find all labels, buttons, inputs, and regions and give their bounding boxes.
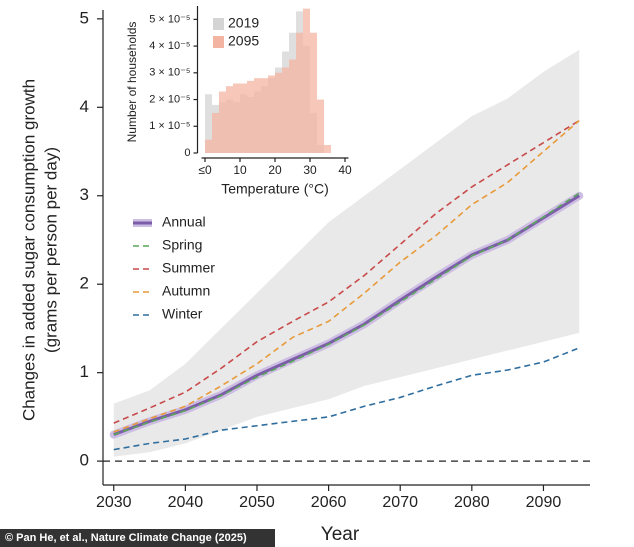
x-tick-label: 20 bbox=[268, 163, 282, 177]
legend-label: Autumn bbox=[162, 283, 210, 299]
x-tick-label: 2070 bbox=[382, 494, 418, 511]
y-tick-label: 0 bbox=[80, 451, 89, 470]
legend-label: 2095 bbox=[228, 33, 259, 49]
legend-swatch bbox=[213, 18, 224, 30]
credit-background bbox=[0, 529, 275, 547]
line bbox=[113, 192, 580, 436]
y-axis-label: (grams per person per day) bbox=[41, 147, 60, 353]
histogram-bar bbox=[282, 67, 289, 153]
y-axis-label: Number of households bbox=[125, 22, 139, 143]
histogram-bar bbox=[212, 112, 219, 153]
x-tick-label: 10 bbox=[233, 163, 247, 177]
histogram-bar bbox=[268, 75, 275, 153]
y-tick-label: 3 bbox=[80, 185, 89, 204]
legend-swatch bbox=[213, 36, 224, 48]
inset-chart: 2019 2095 ≤0 10 20 30 40 0 1 × 10⁻⁵ 2 × 10⁻⁵ 3 × 1… bbox=[125, 6, 352, 197]
x-tick-label: 2090 bbox=[526, 494, 562, 511]
histogram-bar bbox=[247, 80, 254, 153]
y-tick-label: 5 × 10⁻⁵ bbox=[149, 13, 190, 25]
x-tick-label: 30 bbox=[303, 163, 317, 177]
x-tick-label: 2030 bbox=[96, 494, 132, 511]
y-tick-label: 4 bbox=[80, 97, 89, 116]
histogram-bar bbox=[261, 78, 268, 153]
histogram-bar bbox=[219, 91, 226, 153]
x-tick-label: 2080 bbox=[454, 494, 490, 511]
histogram-bar bbox=[303, 8, 310, 153]
legend-label: Winter bbox=[162, 306, 203, 322]
histogram-bar bbox=[296, 32, 303, 153]
histogram-bar bbox=[289, 59, 296, 153]
y-tick-label: 2 × 10⁻⁵ bbox=[149, 93, 190, 105]
histogram-bar bbox=[240, 83, 247, 153]
line bbox=[113, 119, 580, 424]
histogram-bar bbox=[254, 78, 261, 153]
y-tick-label: 0 bbox=[184, 147, 190, 159]
legend-label: Summer bbox=[162, 260, 215, 276]
histogram-bar bbox=[324, 144, 331, 153]
histogram-bar bbox=[310, 32, 317, 153]
y-axis-label: Changes in added sugar consumption growt… bbox=[19, 79, 38, 421]
x-axis-label: Year bbox=[321, 524, 360, 545]
histogram-bar bbox=[226, 86, 233, 153]
legend-label: 2019 bbox=[228, 15, 259, 31]
x-tick-label: ≤0 bbox=[198, 163, 212, 177]
credit: © Pan He, et al., Nature Climate Change … bbox=[5, 532, 247, 544]
legend-label: Spring bbox=[162, 237, 202, 253]
y-tick-label: 2 bbox=[80, 274, 89, 293]
legend-label: Annual bbox=[162, 214, 206, 230]
y-tick-label: 3 × 10⁻⁵ bbox=[149, 67, 190, 79]
line bbox=[113, 119, 580, 433]
histogram-bar bbox=[205, 94, 212, 153]
y-tick-label: 1 bbox=[80, 362, 89, 381]
y-tick-label: 5 bbox=[80, 8, 89, 27]
histogram-bar bbox=[317, 99, 324, 153]
histogram-bar bbox=[205, 139, 212, 153]
x-tick-label: 40 bbox=[338, 163, 352, 177]
x-tick-label: 2040 bbox=[168, 494, 204, 511]
histogram-bar bbox=[275, 72, 282, 153]
x-axis-label: Temperature (°C) bbox=[221, 181, 329, 197]
x-tick-label: 2050 bbox=[239, 494, 275, 511]
y-tick-label: 4 × 10⁻⁵ bbox=[149, 40, 190, 52]
histogram-bar bbox=[233, 83, 240, 153]
uncertainty-band bbox=[113, 49, 580, 457]
y-tick-label: 1 × 10⁻⁵ bbox=[149, 120, 190, 132]
x-tick-label: 2060 bbox=[311, 494, 347, 511]
